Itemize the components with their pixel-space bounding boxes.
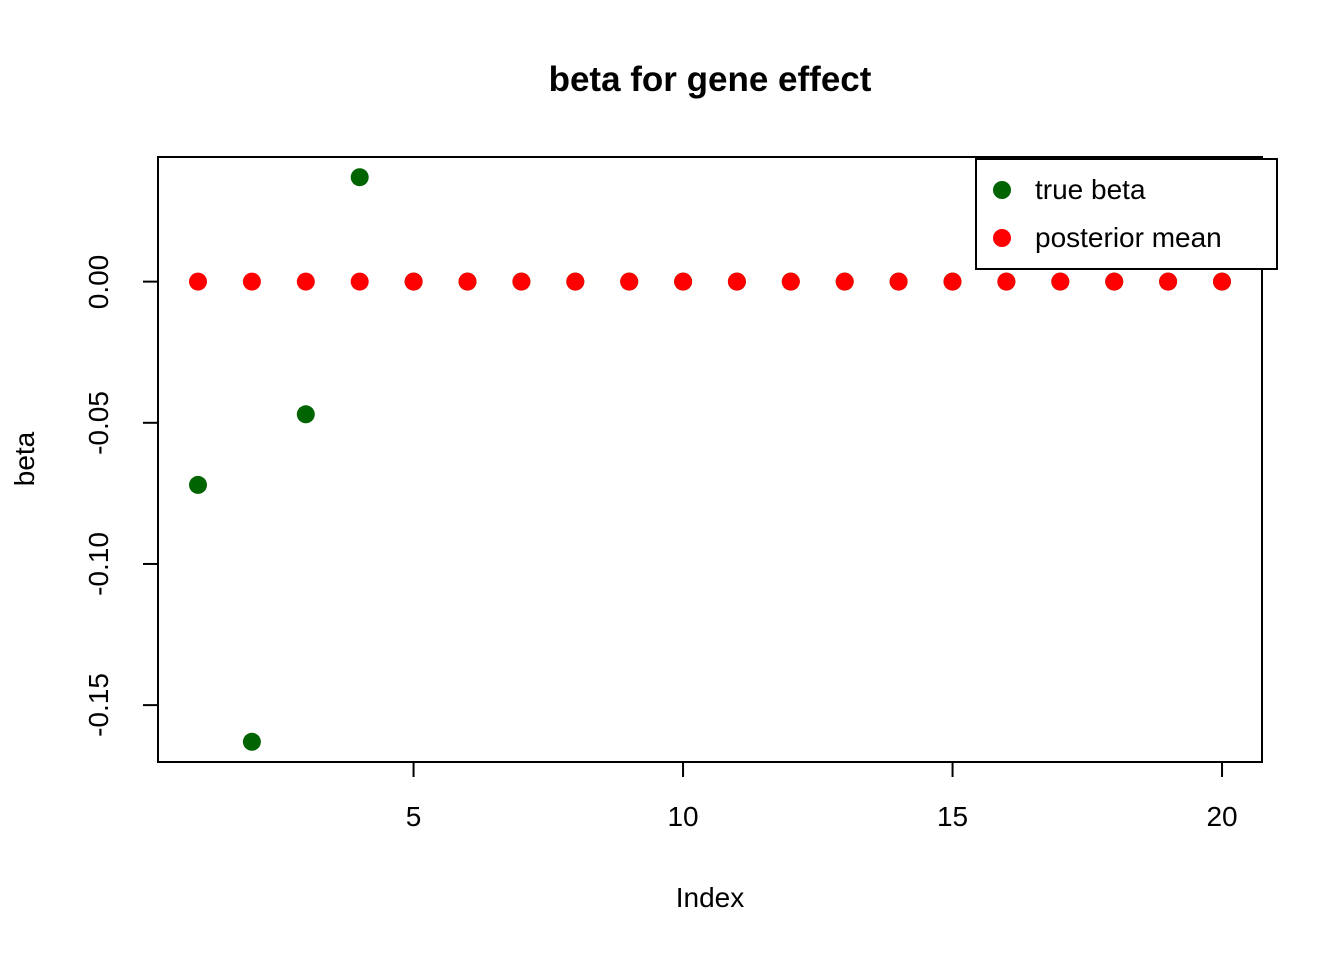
data-point-posterior-mean	[296, 272, 315, 291]
data-point-posterior-mean	[943, 272, 962, 291]
data-point-true-beta	[242, 732, 261, 751]
data-point-posterior-mean	[189, 272, 207, 291]
legend-label: true beta	[1035, 174, 1146, 205]
data-point-posterior-mean	[1159, 272, 1178, 291]
data-point-posterior-mean	[997, 272, 1016, 291]
data-point-posterior-mean	[620, 272, 639, 291]
y-tick-label: -0.10	[83, 532, 114, 596]
legend-box: true beta posterior mean	[975, 158, 1278, 270]
data-point-posterior-mean	[1105, 272, 1124, 291]
data-point-posterior-mean	[404, 272, 423, 291]
data-point-posterior-mean	[242, 272, 261, 291]
x-axis-label: Index	[675, 882, 745, 913]
data-point-posterior-mean	[1213, 272, 1231, 291]
data-point-posterior-mean	[727, 272, 746, 291]
legend-item: true beta	[993, 171, 1276, 209]
legend-item: posterior mean	[993, 219, 1276, 257]
legend-label: posterior mean	[1035, 222, 1222, 253]
data-point-posterior-mean	[458, 272, 477, 291]
y-tick-label: 0.00	[83, 254, 114, 309]
data-point-posterior-mean	[350, 272, 369, 291]
data-point-posterior-mean	[889, 272, 908, 291]
legend-marker-icon	[993, 181, 1011, 199]
data-point-posterior-mean	[1051, 272, 1070, 291]
data-point-posterior-mean	[566, 272, 585, 291]
data-point-posterior-mean	[512, 272, 531, 291]
data-point-true-beta	[189, 475, 207, 494]
x-tick-label: 20	[1206, 801, 1238, 832]
data-point-true-beta	[296, 405, 315, 424]
chart-title: beta for gene effect	[548, 60, 872, 99]
data-point-posterior-mean	[781, 272, 800, 291]
y-axis-label: beta	[9, 431, 40, 487]
data-point-true-beta	[350, 168, 369, 187]
x-tick-label: 15	[936, 801, 969, 832]
x-tick-label: 5	[405, 801, 422, 832]
x-tick-label: 10	[667, 801, 699, 832]
data-point-posterior-mean	[674, 272, 693, 291]
legend-marker-icon	[993, 229, 1011, 247]
y-tick-label: -0.15	[83, 673, 114, 738]
data-point-posterior-mean	[835, 272, 854, 291]
y-tick-label: -0.05	[83, 390, 114, 455]
